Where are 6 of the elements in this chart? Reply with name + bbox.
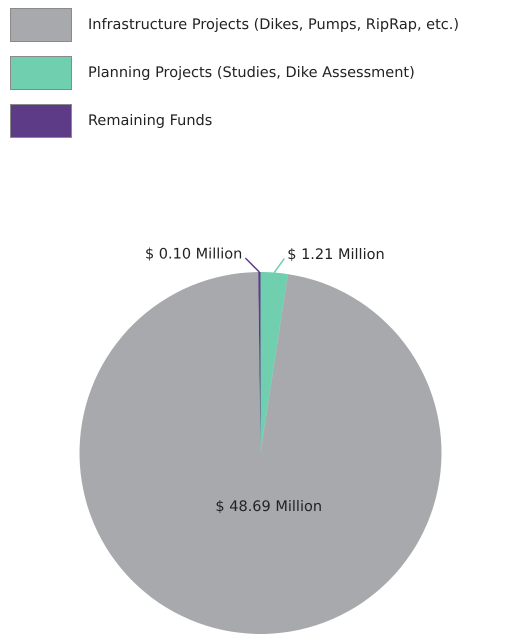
legend-label: Infrastructure Projects (Dikes, Pumps, RipRap, etc.) [88, 17, 460, 33]
data-label: $ 0.10 Million [144, 246, 242, 263]
data-label: $ 48.69 Million [215, 498, 322, 515]
legend-label: Remaining Funds [88, 113, 212, 129]
data-label: $ 1.21 Million [287, 247, 385, 264]
legend-label: Planning Projects (Studies, Dike Assessment) [88, 65, 415, 81]
